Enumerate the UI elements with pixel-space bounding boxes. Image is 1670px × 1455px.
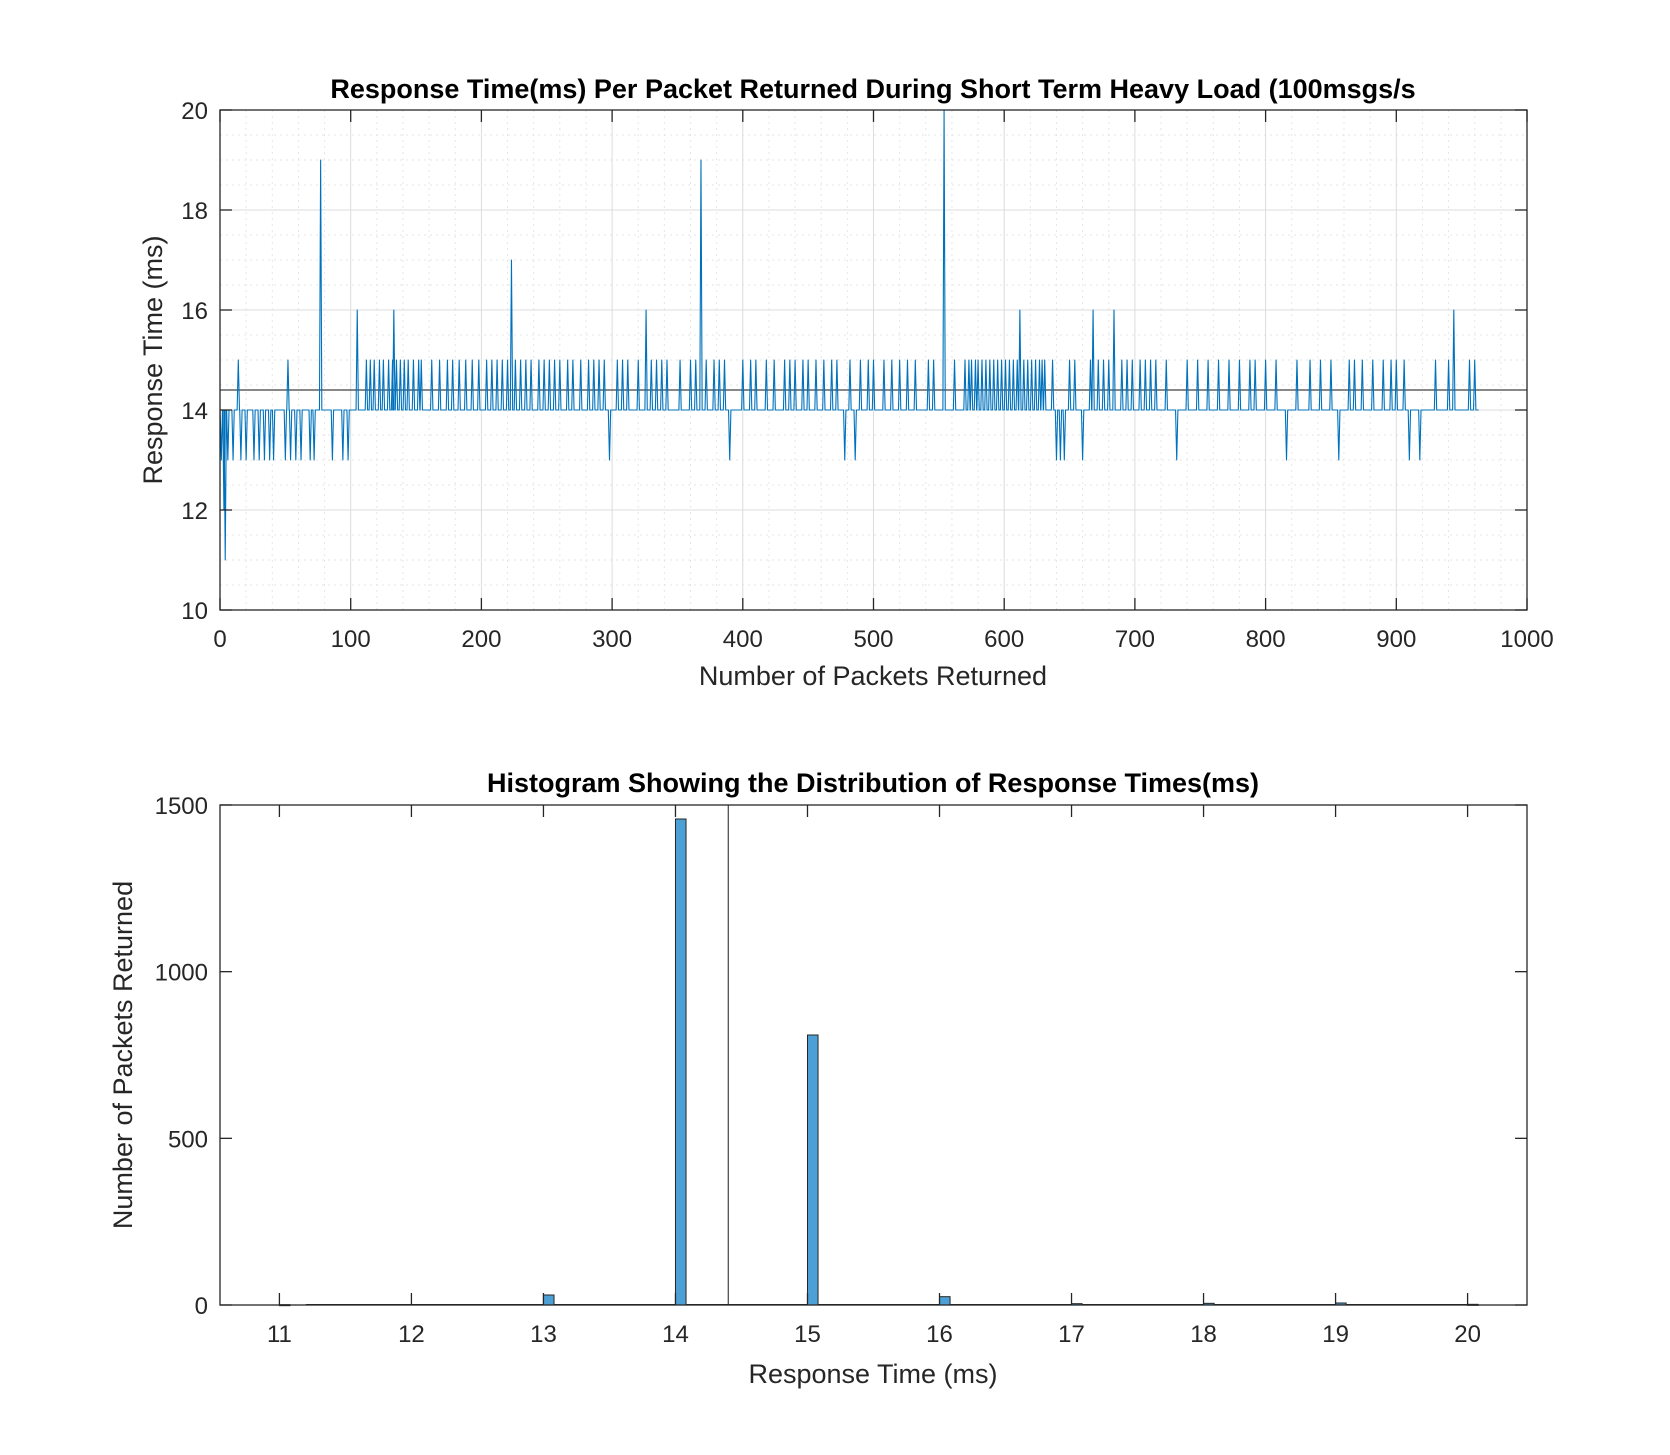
histogram-x-tick-label: 13 xyxy=(530,1321,557,1348)
histogram-x-tick-label: 14 xyxy=(662,1321,689,1348)
histogram-y-tick-label: 0 xyxy=(195,1293,208,1320)
line-chart-title: Response Time(ms) Per Packet Returned Du… xyxy=(330,74,1415,104)
histogram-chart: 11 12 13 14 15 16 17 18 19 20 0 500 1000 1500 Histog… xyxy=(108,768,1528,1389)
histogram-x-tick-label: 17 xyxy=(1058,1321,1085,1348)
histogram-bar-15 xyxy=(806,1034,819,1306)
line-chart-y-tick-label: 16 xyxy=(181,298,208,325)
line-chart-series-response-time xyxy=(219,109,1479,561)
histogram-y-tick-label: 1500 xyxy=(155,793,208,820)
histogram-bar-14 xyxy=(674,818,687,1306)
histogram-x-tick-label: 19 xyxy=(1322,1321,1349,1348)
line-chart-x-tick-label: 100 xyxy=(331,626,371,653)
histogram-x-tick-label: 11 xyxy=(267,1321,292,1348)
line-chart-x-tick-label: 500 xyxy=(853,626,893,653)
line-chart-x-tick-label: 700 xyxy=(1115,626,1155,653)
histogram-x-tick-label: 16 xyxy=(926,1321,953,1348)
line-chart-tick-marks xyxy=(219,109,1528,611)
line-chart-y-tick-label: 12 xyxy=(181,498,208,525)
line-chart-x-tick-label: 200 xyxy=(461,626,501,653)
histogram-bar-13 xyxy=(542,1294,555,1306)
histogram-y-tick-label: 500 xyxy=(168,1126,208,1153)
histogram-x-axis-label: Response Time (ms) xyxy=(748,1359,997,1389)
histogram-x-tick-label: 18 xyxy=(1190,1321,1217,1348)
histogram-x-tick-label: 15 xyxy=(794,1321,821,1348)
histogram-title: Histogram Showing the Distribution of Re… xyxy=(487,768,1259,798)
line-chart-x-tick-label: 0 xyxy=(213,626,226,653)
histogram-y-tick-label: 1000 xyxy=(155,960,208,987)
histogram-y-tick-labels: 0 500 1000 1500 xyxy=(155,793,208,1320)
line-chart-y-tick-label: 14 xyxy=(181,398,208,425)
histogram-bars xyxy=(278,818,1479,1307)
line-chart-x-tick-label: 800 xyxy=(1246,626,1286,653)
line-chart-y-tick-label: 20 xyxy=(181,98,208,125)
line-chart-x-tick-label: 1000 xyxy=(1500,626,1553,653)
histogram-x-tick-labels: 11 12 13 14 15 16 17 18 19 20 xyxy=(267,1321,1481,1348)
line-chart-x-axis-label: Number of Packets Returned xyxy=(699,661,1047,691)
line-chart-x-tick-label: 600 xyxy=(984,626,1024,653)
line-chart-y-tick-label: 18 xyxy=(181,198,208,225)
histogram-axes-frame xyxy=(219,804,1528,1306)
line-chart-y-tick-labels: 10 12 14 16 18 20 xyxy=(181,98,208,625)
line-chart-y-tick-label: 10 xyxy=(181,598,208,625)
histogram-tick-marks xyxy=(220,804,1527,1306)
histogram-y-axis-label: Number of Packets Returned xyxy=(108,881,138,1229)
line-chart-y-axis-label: Response Time (ms) xyxy=(138,235,168,484)
line-chart-x-tick-label: 400 xyxy=(723,626,763,653)
line-chart-x-tick-labels: 0 100 200 300 400 500 600 700 800 900 1000 xyxy=(213,626,1553,653)
line-chart-x-tick-label: 300 xyxy=(592,626,632,653)
line-chart: 0 100 200 300 400 500 600 700 800 900 1000 1012141… xyxy=(138,74,1554,691)
line-chart-x-tick-label: 900 xyxy=(1376,626,1416,653)
histogram-bar-16 xyxy=(939,1296,951,1306)
histogram-x-tick-label: 20 xyxy=(1454,1321,1481,1348)
histogram-x-tick-label: 12 xyxy=(398,1321,425,1348)
